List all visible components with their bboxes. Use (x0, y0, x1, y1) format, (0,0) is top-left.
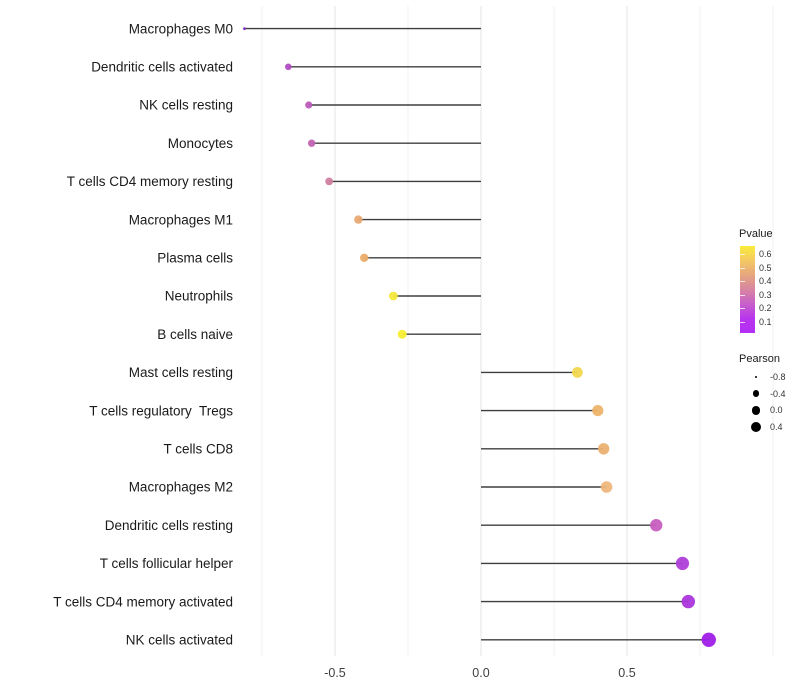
category-label: Dendritic cells activated (91, 60, 233, 75)
lollipop-point (675, 556, 690, 571)
category-label: B cells naive (157, 327, 233, 342)
pvalue-bar-tick (740, 308, 745, 309)
category-label: T cells regulatory Tregs (89, 403, 233, 418)
pearson-size-label: 0.4 (770, 422, 783, 433)
lollipop-point (681, 594, 696, 609)
category-label: Macrophages M0 (129, 21, 233, 36)
category-label: NK cells activated (126, 633, 233, 648)
x-tick-label: -0.5 (324, 666, 346, 680)
category-label: Neutrophils (165, 289, 234, 304)
lollipop-point (600, 481, 613, 493)
pvalue-bar-tick (740, 267, 745, 269)
pearson-size-label: -0.8 (770, 372, 786, 382)
category-label: Macrophages M2 (129, 480, 233, 495)
pvalue-tick-label: 0.1 (759, 316, 772, 327)
pearson-size-dot (751, 422, 761, 433)
lollipop-point (305, 101, 313, 109)
pvalue-bar-tick (740, 294, 745, 296)
category-label: T cells CD8 (163, 442, 233, 457)
pvalue-tick-label: 0.3 (759, 289, 772, 300)
lollipop-point (701, 632, 716, 647)
pvalue-bar-tick (740, 321, 745, 323)
category-label: T cells CD4 memory activated (53, 594, 233, 609)
category-label: NK cells resting (139, 98, 233, 113)
pvalue-tick-label: 0.5 (759, 262, 772, 273)
pearson-size-label: -0.4 (770, 388, 786, 399)
category-label: Macrophages M1 (129, 212, 233, 227)
category-label: T cells CD4 memory resting (67, 174, 233, 189)
category-label: Plasma cells (157, 251, 233, 266)
pvalue-bar-tick (740, 281, 745, 282)
lollipop-point (650, 519, 663, 532)
lollipop-point (284, 63, 292, 71)
pvalue-bar-tick (740, 254, 745, 255)
category-label: Mast cells resting (129, 365, 233, 380)
x-tick-label: 0.0 (472, 666, 489, 680)
category-label: Dendritic cells resting (105, 518, 233, 533)
lollipop-point (389, 291, 398, 301)
pvalue-tick-label: 0.4 (759, 276, 772, 286)
pvalue-tick-label: 0.2 (759, 303, 772, 313)
pvalue-legend-title: Pvalue (739, 228, 773, 240)
lollipop-point (325, 177, 334, 186)
pearson-size-dot (754, 375, 758, 379)
lollipop-point (397, 329, 407, 339)
category-label: T cells follicular helper (100, 556, 234, 571)
pvalue-gradient-bar (740, 246, 755, 333)
pearson-size-dot (751, 406, 761, 415)
lollipop-point (243, 27, 246, 30)
lollipop-point (307, 139, 316, 147)
lollipop-point (571, 367, 583, 378)
pvalue-tick-label: 0.6 (759, 249, 772, 259)
category-label: Monocytes (168, 136, 234, 151)
lollipop-point (360, 253, 369, 262)
x-tick-label: 0.5 (618, 666, 635, 680)
pearson-size-label: 0.0 (770, 405, 783, 416)
pearson-legend-title: Pearson (739, 353, 780, 365)
lollipop-point (354, 215, 363, 224)
lollipop-point (597, 443, 610, 455)
pearson-size-dot (752, 390, 760, 397)
legend: Pvalue Pearson 0.6 0.5 0.4 0.3 0.2 0.1 -0.8 -0.… (739, 0, 800, 700)
lollipop-point (592, 405, 604, 417)
